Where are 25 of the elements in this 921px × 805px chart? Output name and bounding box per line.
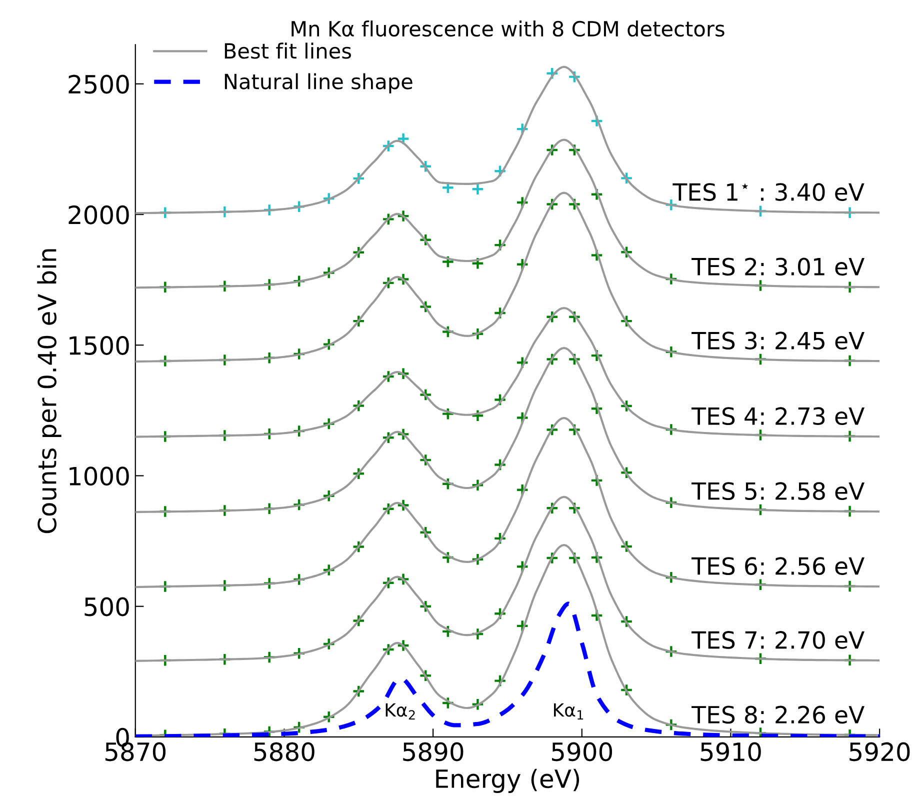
annotation: TES 7: 2.70 eV <box>692 631 864 649</box>
y-tick-label: 2000 <box>68 205 129 224</box>
x-tick-label: 5880 <box>254 742 314 762</box>
annotation: TES 8: 2.26 eV <box>692 706 864 724</box>
x-tick-label: 5900 <box>552 742 612 762</box>
y-axis-title: Counts per 0.40 eV bin <box>37 249 62 534</box>
x-tick-label: 5890 <box>403 742 464 762</box>
annotation: TES 1$^{⋆}$ : 3.40 eV <box>672 183 864 201</box>
annotation: TES 3: 2.45 eV <box>692 332 864 350</box>
annotation: Kα$_{2}$ <box>386 703 415 720</box>
y-tick-label: 1000 <box>70 466 129 486</box>
annotation: TES 2: 3.01 eV <box>692 258 864 276</box>
annotation: TES 6: 2.56 eV <box>692 557 864 575</box>
legend-label: Natural line shape <box>224 73 412 94</box>
x-axis-title: Energy (eV) <box>436 768 580 794</box>
y-tick-label: 2500 <box>68 74 129 94</box>
chart-title: Mn Kα fluorescence with 8 CDM detectors <box>292 20 724 37</box>
legend-label: Best fit lines <box>224 42 351 59</box>
x-tick-label: 5910 <box>700 742 761 762</box>
x-tick-label: 5920 <box>850 742 910 762</box>
annotation: TES 5: 2.58 eV <box>692 482 864 500</box>
y-tick-label: 1500 <box>70 336 129 355</box>
annotation: Kα$_{1}$ <box>554 703 584 720</box>
y-tick-label: 500 <box>84 597 129 616</box>
annotation: TES 4: 2.73 eV <box>692 407 864 426</box>
